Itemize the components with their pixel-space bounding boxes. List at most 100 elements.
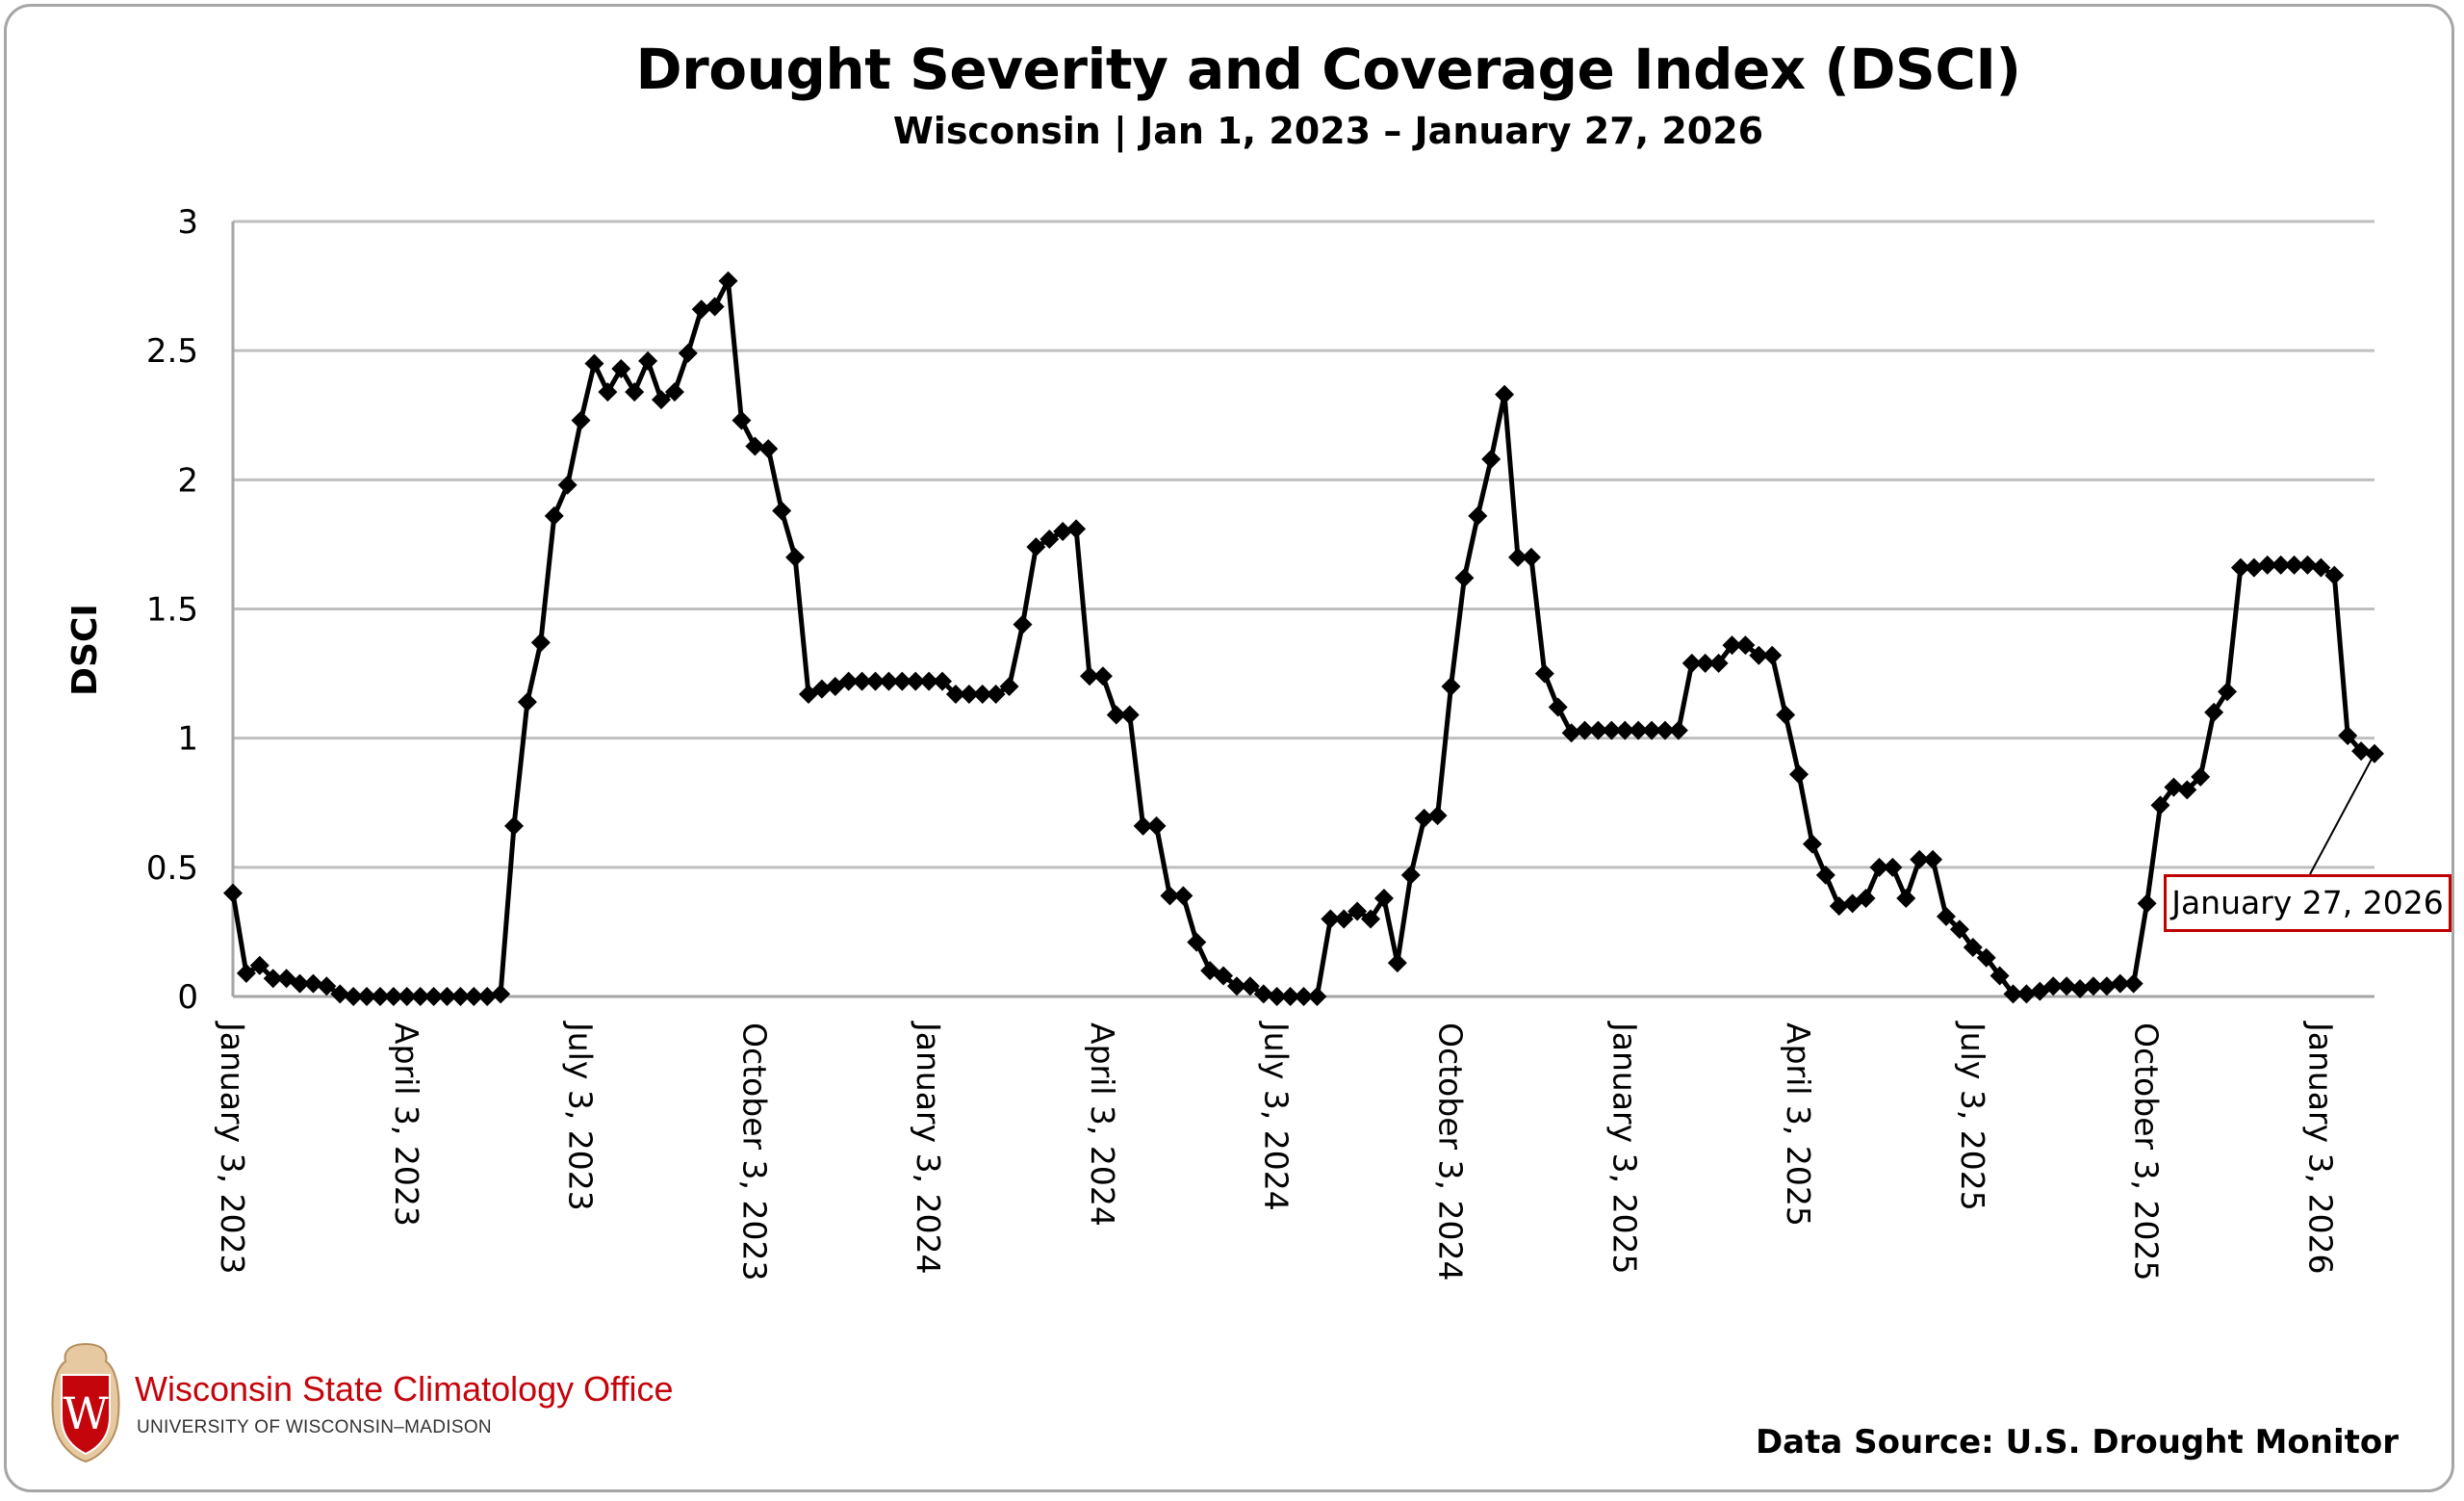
data-point <box>1989 966 2010 986</box>
data-point <box>1534 663 1554 684</box>
data-point <box>879 671 899 691</box>
data-point <box>424 987 444 1006</box>
data-point <box>1214 966 1234 986</box>
x-tick-label: October 3, 2025 <box>2128 1022 2166 1281</box>
data-point <box>611 358 631 378</box>
data-point <box>1053 522 1073 541</box>
y-tick-label: 1 <box>177 720 198 759</box>
data-point <box>2083 976 2103 996</box>
y-tick-label: 0.5 <box>146 849 198 888</box>
data-point <box>303 973 323 994</box>
latest-date-callout: January 27, 2026 <box>2164 874 2451 932</box>
data-point <box>1240 976 1260 996</box>
data-point <box>557 475 578 495</box>
data-point <box>2177 780 2197 800</box>
data-point <box>1280 987 1300 1006</box>
data-point <box>2297 555 2318 575</box>
data-point <box>1361 909 1381 929</box>
data-point <box>1106 705 1126 725</box>
x-tick-label: October 3, 2024 <box>1431 1022 1469 1281</box>
data-point <box>718 271 738 291</box>
data-point <box>544 505 564 526</box>
data-point <box>638 350 658 371</box>
data-point <box>664 382 684 402</box>
data-point <box>530 633 551 653</box>
uw-crest-icon: W <box>51 1342 120 1463</box>
data-point <box>625 382 645 402</box>
data-point <box>2365 743 2384 763</box>
y-tick-label: 1.5 <box>146 591 198 630</box>
data-point <box>1776 705 1796 725</box>
data-point <box>1521 547 1541 567</box>
data-point <box>1575 720 1595 740</box>
data-point <box>357 987 377 1006</box>
data-point <box>2284 555 2304 575</box>
data-point <box>732 410 752 430</box>
data-point <box>933 671 953 691</box>
y-axis-label: DSCI <box>65 604 105 696</box>
data-point <box>1923 849 1943 869</box>
data-point <box>811 679 832 699</box>
data-point <box>1896 889 1916 909</box>
data-point <box>959 685 979 705</box>
data-point <box>1066 519 1087 539</box>
x-tick-label: April 3, 2025 <box>1780 1022 1817 1227</box>
data-point <box>1937 906 1956 926</box>
data-point <box>1602 720 1622 740</box>
data-point <box>1080 666 1099 686</box>
data-point <box>330 984 350 1004</box>
data-point <box>1294 987 1314 1006</box>
data-point <box>972 685 992 705</box>
y-axis-ticks: 0 0.5 1 1.5 2 2.5 3 <box>146 203 198 1017</box>
data-point <box>1548 697 1568 717</box>
data-point <box>1735 635 1756 656</box>
data-point <box>2110 973 2130 994</box>
data-point <box>2003 984 2023 1004</box>
data-point <box>464 987 484 1006</box>
svg-text:W: W <box>63 1387 109 1439</box>
data-point <box>1789 764 1810 785</box>
data-point <box>1708 653 1729 673</box>
data-point <box>1173 886 1194 906</box>
data-point <box>263 969 283 989</box>
data-point <box>571 410 591 430</box>
data-point <box>2191 766 2211 787</box>
data-point <box>2070 978 2091 998</box>
data-point <box>1040 530 1060 550</box>
data-point <box>1695 653 1715 673</box>
data-point <box>865 671 886 691</box>
data-point <box>1133 815 1153 836</box>
data-point <box>1348 901 1368 921</box>
x-tick-label: July 3, 2025 <box>1954 1021 1991 1211</box>
data-point <box>1146 815 1167 836</box>
x-tick-label: January 3, 2025 <box>1605 1021 1643 1275</box>
data-point <box>2244 557 2264 578</box>
data-point <box>1963 938 1983 958</box>
data-point <box>852 671 872 691</box>
data-point <box>2057 976 2077 996</box>
data-point <box>598 382 618 402</box>
data-point <box>1655 720 1675 740</box>
data-point <box>745 436 765 456</box>
data-point <box>1307 987 1327 1006</box>
data-point <box>1387 953 1407 973</box>
data-point <box>1588 720 1608 740</box>
data-point <box>1495 384 1515 404</box>
data-point <box>1681 653 1702 673</box>
chart-subtitle: Wisconsin | Jan 1, 2023 – January 27, 20… <box>892 110 1764 152</box>
chart-title: Drought Severity and Coverage Index (DSC… <box>635 37 2021 102</box>
y-tick-label: 2.5 <box>146 332 198 371</box>
data-point <box>290 973 310 994</box>
data-point <box>1373 889 1394 909</box>
data-point <box>410 987 430 1006</box>
chart-frame <box>4 4 2454 1492</box>
data-point <box>450 987 471 1006</box>
data-point <box>1092 666 1113 686</box>
data-source: Data Source: U.S. Drought Monitor <box>1755 1423 2399 1462</box>
data-point <box>691 299 711 320</box>
data-point <box>1949 919 1969 940</box>
data-point <box>2123 973 2143 994</box>
data-point <box>1976 947 1996 968</box>
data-point <box>317 976 337 996</box>
